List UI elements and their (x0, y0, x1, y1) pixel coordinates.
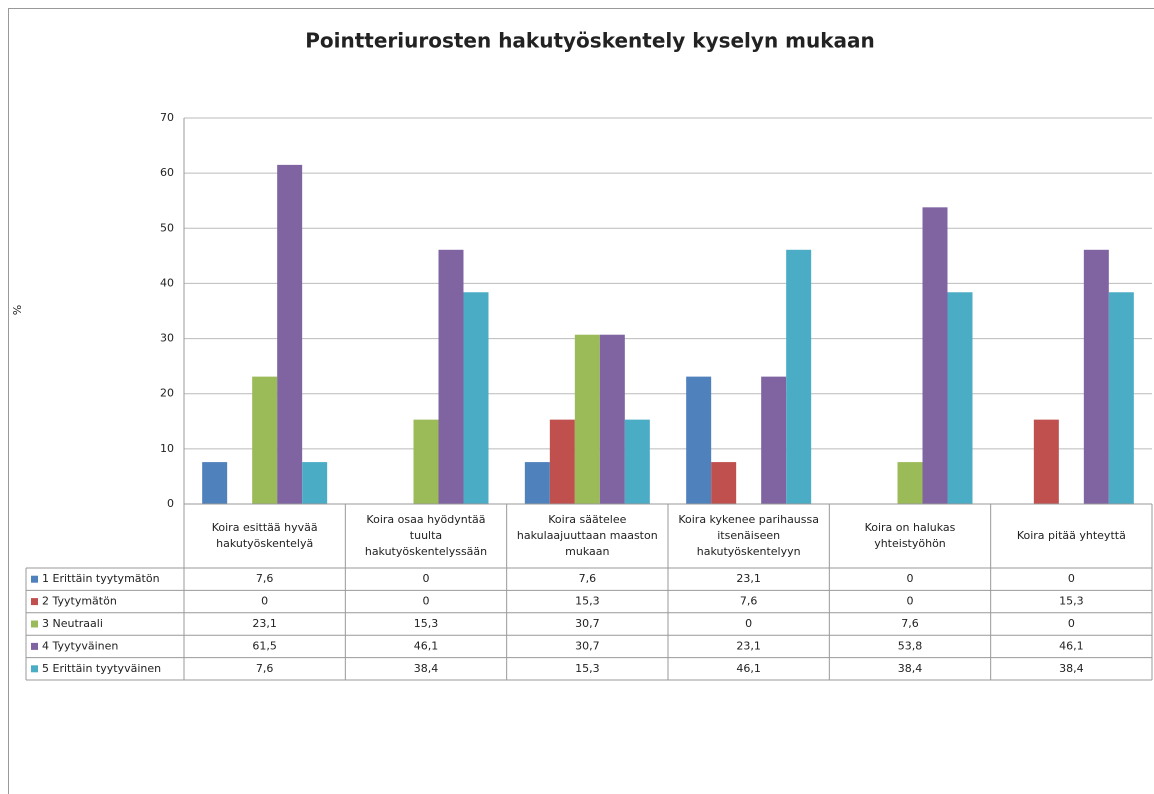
data-label: 30,7 (575, 617, 600, 630)
data-label: 15,3 (575, 595, 600, 608)
y-tick-label: 70 (160, 111, 174, 124)
bar (1083, 249, 1109, 504)
legend-key (31, 642, 38, 650)
y-tick-label: 60 (160, 166, 174, 179)
x-tick-label: Koira pitää yhteyttä (1016, 529, 1126, 542)
category-cell: Koira on halukas yhteistyöhön (864, 521, 956, 550)
legend-label: 3 Neutraali (42, 617, 103, 630)
chart-title: Pointteriurosten hakutyöskentely kyselyn… (305, 29, 875, 53)
bar (599, 334, 625, 504)
y-tick-label: 20 (160, 387, 174, 400)
y-tick-label: 0 (167, 497, 174, 510)
data-label: 0 (745, 617, 752, 630)
bar (574, 334, 600, 504)
data-label: 0 (261, 595, 268, 608)
bar (897, 462, 923, 504)
data-label: 38,4 (898, 662, 923, 675)
bar (1108, 292, 1134, 504)
data-label: 61,5 (252, 639, 277, 652)
x-tick-label: Koira on halukas yhteistyöhön (864, 521, 956, 550)
data-label: 7,6 (256, 572, 274, 585)
data-label: 0 (1068, 572, 1075, 585)
data-label: 7,6 (256, 662, 274, 675)
y-axis-label: % (11, 305, 24, 315)
legend-key (31, 598, 38, 606)
data-label: 15,3 (1059, 595, 1084, 608)
data-label: 23,1 (736, 572, 761, 585)
data-label: 7,6 (901, 617, 919, 630)
bar (413, 419, 439, 504)
bar (438, 249, 464, 504)
data-label: 15,3 (414, 617, 439, 630)
category-cell: Koira pitää yhteyttä (1016, 529, 1126, 542)
data-label: 0 (423, 595, 430, 608)
bar (524, 462, 550, 504)
bar (463, 292, 489, 504)
x-tick-label: Koira säätelee hakulaajuuttaan maaston m… (516, 513, 658, 558)
data-label: 0 (907, 595, 914, 608)
data-label: 15,3 (575, 662, 600, 675)
data-label: 53,8 (898, 639, 923, 652)
category-cell: Koira esittää hyvää hakutyöskentelyä (211, 521, 318, 550)
legend-label: 1 Erittäin tyytymätön (42, 572, 160, 585)
data-label: 0 (1068, 617, 1075, 630)
category-cell: Koira osaa hyödyntää tuulta hakutyöskent… (364, 513, 488, 558)
data-label: 46,1 (1059, 639, 1084, 652)
y-tick-label: 50 (160, 221, 174, 234)
bar (922, 207, 948, 504)
category-cell: Koira säätelee hakulaajuuttaan maaston m… (516, 513, 658, 558)
bar (761, 376, 787, 504)
data-label: 23,1 (252, 617, 277, 630)
bar (947, 292, 973, 504)
bar (1033, 419, 1059, 504)
bar (624, 419, 650, 504)
legend-key (31, 665, 38, 673)
bar (711, 462, 737, 504)
y-tick-label: 30 (160, 332, 174, 345)
data-label: 46,1 (414, 639, 439, 652)
bar (686, 376, 712, 504)
chart-border (8, 8, 1154, 794)
bar (786, 249, 812, 504)
data-label: 7,6 (579, 572, 597, 585)
x-tick-label: Koira esittää hyvää hakutyöskentelyä (211, 521, 318, 550)
bar (549, 419, 575, 504)
legend-label: 4 Tyytyväinen (42, 639, 118, 652)
data-label: 23,1 (736, 639, 761, 652)
data-label: 46,1 (736, 662, 761, 675)
data-label: 0 (907, 572, 914, 585)
legend-key (31, 620, 38, 628)
legend-key (31, 575, 38, 583)
bar (252, 376, 278, 504)
bar (277, 164, 303, 504)
legend-label: 5 Erittäin tyytyväinen (42, 662, 161, 675)
data-label: 0 (423, 572, 430, 585)
x-tick-label: Koira kykenee parihaussa itsenäiseen hak… (678, 513, 819, 558)
data-label: 30,7 (575, 639, 600, 652)
y-tick-label: 40 (160, 276, 174, 289)
y-tick-label: 10 (160, 442, 174, 455)
category-cell: Koira kykenee parihaussa itsenäiseen hak… (678, 513, 819, 558)
data-label: 38,4 (1059, 662, 1084, 675)
bar (302, 462, 328, 504)
data-label: 38,4 (414, 662, 439, 675)
bar (202, 462, 228, 504)
data-label: 7,6 (740, 595, 758, 608)
legend-label: 2 Tyytymätön (42, 595, 117, 608)
x-tick-label: Koira osaa hyödyntää tuulta hakutyöskent… (364, 513, 488, 558)
